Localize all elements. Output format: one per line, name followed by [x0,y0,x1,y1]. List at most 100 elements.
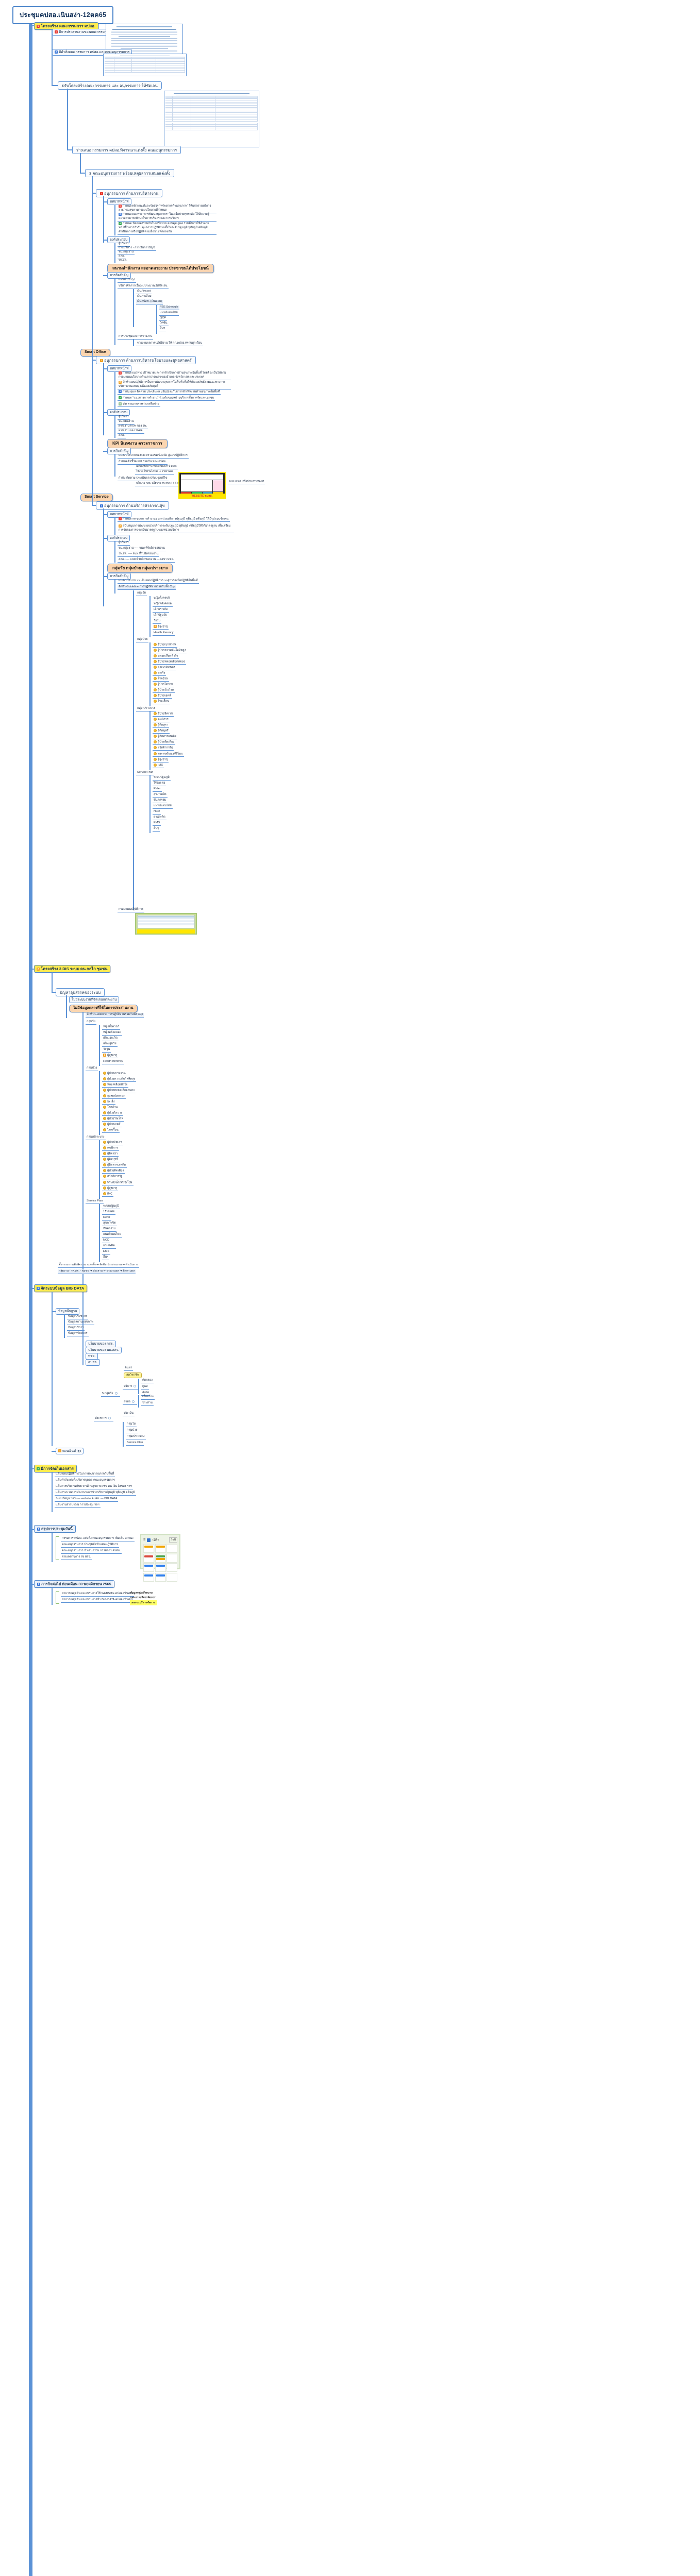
sub2-member-2[interactable]: ผรซ.งานต่างๆ ของ รพ. [118,425,148,429]
branch-2-item-1[interactable]: ไม่มีข้อมูลกลางที่ใช้ในการประสานงาน [69,1005,138,1012]
sub1-mission-2[interactable]: การประชุมและการรายงาน [118,335,154,340]
b2-group-2-item-9[interactable]: IMC [102,1192,114,1197]
sub3-mission-label[interactable]: ภารกิจสำคัญ [107,573,131,580]
b2-group-0-name[interactable]: กลุ่มวัย [86,1020,96,1025]
adjust-structure-node[interactable]: ปรับโครงสร้างคณะกรรมการ และ อนุกรรมการ ใ… [58,81,162,90]
group-3-item-2[interactable]: Refer [153,787,162,792]
appointment-table-thumbnail[interactable] [164,91,259,147]
smart-service-callout[interactable]: Smart Service [80,494,113,501]
sub2-member-3[interactable]: ผรซ.งานของ รพสต. [118,429,145,434]
b2-group-2-item-0[interactable]: ผู้ป่วยจิตเวช [102,1141,124,1146]
sub1-budget-1[interactable]: เงินค่าเสื่อม [136,295,153,299]
calendar-cell[interactable] [155,1544,166,1553]
branch-5-item-0[interactable]: กรรมการ คปสอ. แต่งตั้ง คณะอนุกรรมการ เพิ… [61,1537,135,1541]
branch-4-file-2[interactable]: แฟ้มการบริหารทรัพยากรด้านสุขภาพ เช่น คน … [55,1485,133,1489]
group-3-name[interactable]: Service Plan [136,771,155,775]
group-1-item-5[interactable]: มะเร็ง [153,671,166,676]
branch-5-item-2[interactable]: คณะอนุกรรมการ นำเสนอร่วม กรรมการ คปสอ. [61,1549,122,1554]
branch-3-title[interactable]: 3 จัดระบบข้อมูล BIG DATA [34,1284,88,1293]
group-1-item-9[interactable]: ผู้ป่วยเอดส์ [153,694,172,699]
group-1-item-4[interactable]: ถุงลมปอดพอง [153,666,176,671]
sub3-member-1[interactable]: หน.กลุ่มงาน ◦— จนท.ที่รับผิดชอบงาน [118,547,166,551]
branch-4-file-1[interactable]: แฟ้มคำสั่งแต่งตั้งบริหารบุคคล คณะอนุกรรม… [55,1479,116,1483]
sub3-member-2[interactable]: รพ.สต. ◦— จนท.ที่รับผิดชอบงาน [118,552,160,557]
sub3-member-0[interactable]: ผู้บริหาร [118,541,130,546]
group-1-item-7[interactable]: ผู้ป่วยไตวาย [153,683,174,688]
group-3-item-3[interactable]: สุขภาพจิต [153,793,168,798]
b2-group-1-name[interactable]: กลุ่มป่วย [86,1066,98,1071]
b2-group-3-name[interactable]: Service Plan [86,1199,104,1204]
branch-3-pop-2[interactable]: กลุ่มเปราะบาง [126,1435,146,1439]
sub2-mission-0[interactable]: แปลงนโยบายของกระทรวง/เขต/จังหวัด สู่แผนป… [118,454,189,459]
sub3-mission-1[interactable]: จัดทำ Guideline การปฏิบัติงานร่วมกันทั้ง… [118,585,176,590]
group-0-item-3[interactable]: เด็กปฐมวัย [153,614,168,618]
branch-3-refer-sub-1[interactable]: ประสาน [141,1401,154,1406]
b2-group-0-item-0[interactable]: หญิงตั้งครรภ์ [102,1025,120,1030]
sub2-member-4[interactable]: สสอ. [118,434,126,438]
kpi-callout[interactable]: KPI นิเทศงาน ตรวจราชการ [107,439,168,448]
sub1-budget-0[interactable]: เงินFixcost [136,290,152,294]
b2-group-2-item-2[interactable]: ผู้ติดสุรา [102,1152,119,1157]
collapse-icon[interactable] [114,1392,118,1395]
group-0-name[interactable]: กลุ่มวัย [136,591,147,596]
branch-3-pop-0[interactable]: กลุ่มวัย [126,1422,137,1427]
sub1-member-2[interactable]: หน.กลุ่มงาน [118,250,135,255]
calendar-cell[interactable] [166,1563,177,1572]
collapse-icon[interactable] [134,1385,137,1388]
calendar-cell[interactable] [143,1572,154,1582]
sub2-mission-1[interactable]: กำหนดตัวชี้วัด KPI ร่วมกัน ของ คปสอ. [118,460,168,465]
branch-6-item-1[interactable]: สาธารณสุขอำเภอ อบรมการทำ BIG DATA คปสอ.เ… [61,1598,135,1603]
b2-group-1-item-8[interactable]: ผู้ป่วยวัณโรค [102,1117,125,1122]
b2-group-3-item-0[interactable]: ระบบปฐมภูมิ [102,1205,120,1209]
group-0-item-2[interactable]: เด็กแรกเกิด [153,608,169,613]
sub2-role-1[interactable]: 2 จัดทำแผนปฏิบัติการในการพัฒนาสุขภาพในพื้… [118,380,231,390]
sub2-kpi-tags[interactable]: ใช้ง่าย ใช้งานได้จริง ➜ รายงานผล [135,470,175,475]
sub2-members-label[interactable]: องค์ประกอบ [107,409,130,416]
b2-group-0-item-1[interactable]: หญิงหลังคลอด [102,1031,123,1036]
branch-3-budget-plan[interactable]: 2 แผนเงินบำรุง [56,1448,84,1454]
sub1-members-label[interactable]: องค์ประกอบ [107,236,130,243]
b2-group-3-item-2[interactable]: Refer [102,1216,111,1221]
b2-group-2-item-5[interactable]: ผู้ป่วยติดเตียง [102,1169,125,1174]
branch-4-file-3[interactable]: แฟ้มกระบวนการทำงานของหน่วยบริการปฐมภูมิ … [55,1491,136,1496]
group-1-item-2[interactable]: หลอดเลือดหัวใจ [153,654,179,659]
group-3-item-5[interactable]: แพทย์แผนไทย [153,804,173,809]
b2-group-1-item-9[interactable]: ผู้ป่วยเอดส์ [102,1123,122,1128]
b2-group-1-item-6[interactable]: โรคอ้วน [102,1106,119,1111]
calendar-cell[interactable] [155,1553,166,1563]
calendar-cell[interactable] [166,1553,177,1563]
sub2-role-2[interactable]: 3 กำกับ ดูแล ติดตาม ประเมินผล ปรับปรุงแก้… [118,390,221,395]
sub1-budget-sub-2[interactable]: QOF [159,316,168,321]
branch-3-node-2[interactable]: ข้อมูลสถานะสุขภาพ [67,1320,94,1325]
branch-3-population[interactable]: ประชากร [94,1417,113,1421]
branch-2-item-0[interactable]: ไม่มีระบบงานที่ชัดเจนแต่ละงาน [69,996,120,1003]
b2-group-2-item-1[interactable]: คนพิการ [102,1146,119,1151]
group-1-item-6[interactable]: โรคอ้วน [153,677,170,682]
branch-3-service-sub-0[interactable]: คัดกรอง [141,1379,154,1383]
b2-group-3-item-3[interactable]: สุขภาพจิต [102,1222,117,1226]
branch-2-footer-1[interactable]: กลุ่มงาน - รพ.สต. - ชุมชน ➜ ประสาน ➜ ราย… [58,1269,136,1274]
branch-3-assess[interactable]: ประเมิน [123,1412,135,1416]
group-0-item-0[interactable]: หญิงตั้งครรภ์ [153,597,171,601]
b2-group-1-item-10[interactable]: โรคเรื้อน [102,1128,120,1133]
branch-3-refer-sub-0[interactable]: เชื่อมโยง [141,1395,155,1400]
group-2-item-8[interactable]: ผู้สูงอายุ [153,758,169,763]
sub2-kpi-line[interactable]: นโยบาย กสธ. นโยบาย กระทรวง ➜ จังหวัด ➜ อ… [135,482,201,487]
group-2-item-3[interactable]: ผู้ติดบุหรี่ [153,729,170,734]
calendar-cell[interactable] [143,1563,154,1572]
group-0-item-4[interactable]: วัยรุ่น [153,619,162,624]
sub1-mission-1[interactable]: บริหารจัดการเรื่องงบประมาณให้ชัดเจน [118,284,169,289]
sub3-role-1[interactable]: 2 สนับสนุนการพัฒนาหน่วยบริการระดับปฐมภูมิ… [118,524,234,534]
three-subcommittees-node[interactable]: 3 คณะอนุกรรมการ พร้อมเหตุผลการเสนอแต่งตั… [85,169,175,178]
group-3-item-9[interactable]: อื่นๆ [153,827,160,832]
branch-3-service[interactable]: บริการ [123,1385,139,1389]
website-screenshot[interactable]: WEBSITE คปสอ. [178,472,226,499]
sub1-mission-label[interactable]: ภารกิจสำคัญ [107,272,131,279]
branch-4-file-5[interactable]: แฟ้มงานสารบรรณ การประชุม ฯลฯ [55,1503,101,1508]
group-2-name[interactable]: กลุ่มเปราะบาง [136,707,156,711]
sub1-member-4[interactable]: รพ.สต. [118,259,128,263]
sub1-role-2[interactable]: 4 กำหนด ข้อตกลงร่วมกันในเครือข่าย ควบคุม … [118,222,216,235]
calendar-cell[interactable] [166,1544,177,1553]
group-1-item-10[interactable]: โรคเรื้อน [153,700,170,705]
subcommittee-2-title[interactable]: 2 อนุกรรมการ ด้านการบริหารนโยบายและยุทธศา… [96,356,196,365]
